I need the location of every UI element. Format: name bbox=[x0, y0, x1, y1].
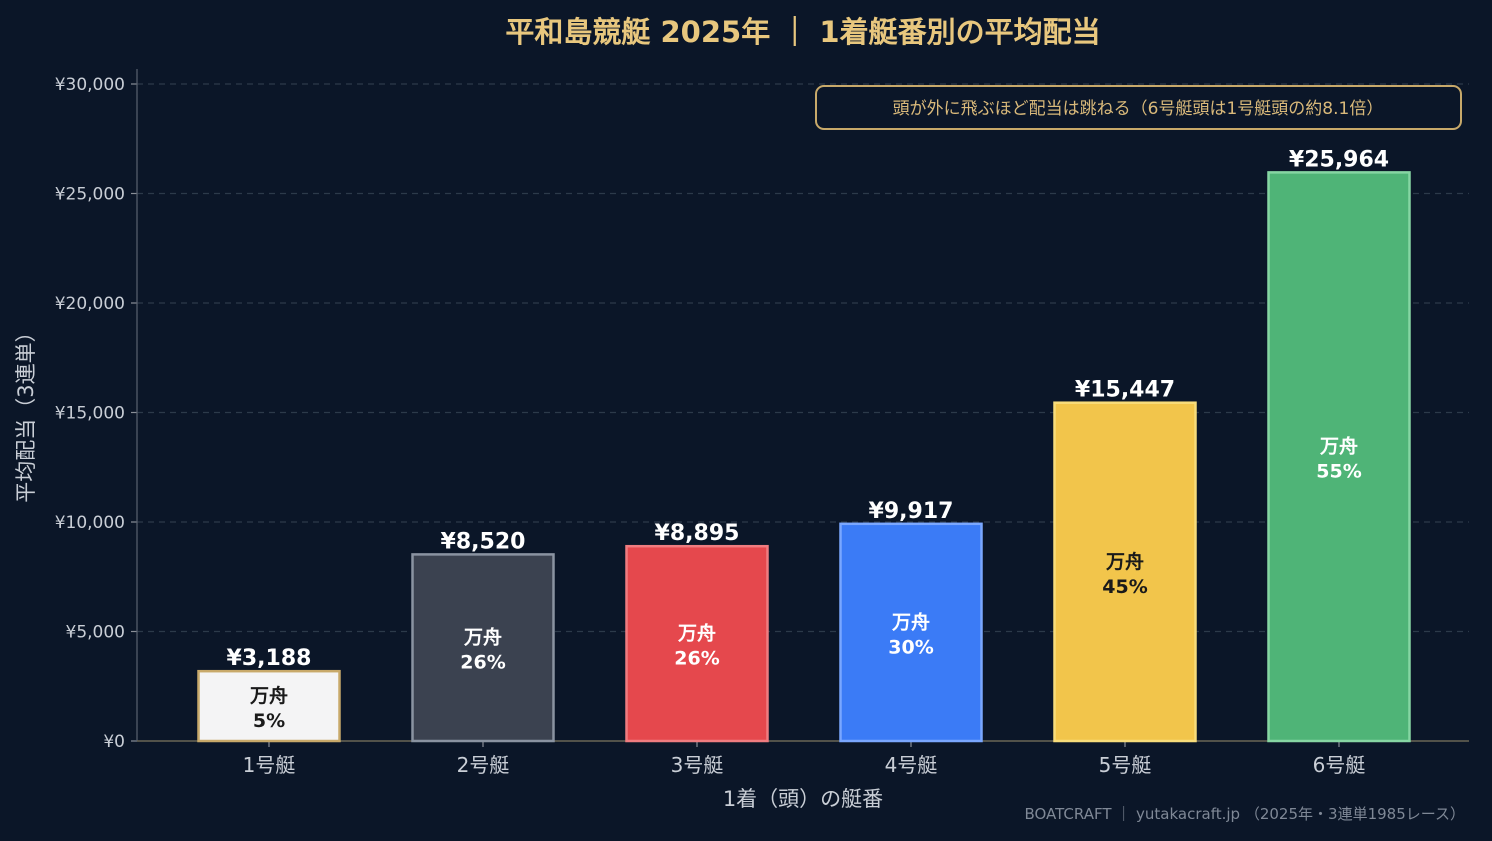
bar bbox=[411, 553, 555, 743]
bar-inner-rate: 26% bbox=[460, 652, 505, 674]
y-tick-label: ¥5,000 bbox=[66, 623, 125, 643]
bar-inner-title: 万舟 bbox=[1319, 435, 1358, 458]
bar-inner-rate: 26% bbox=[674, 648, 719, 670]
bar-inner-rate: 5% bbox=[253, 710, 285, 732]
bar bbox=[197, 669, 341, 743]
x-tick-label: 1号艇 bbox=[243, 753, 296, 777]
bar-value-label: ¥3,188 bbox=[227, 646, 312, 671]
bar-inner-title: 万舟 bbox=[463, 626, 502, 649]
y-tick-label: ¥15,000 bbox=[55, 404, 125, 424]
bar-inner-title: 万舟 bbox=[1105, 550, 1144, 573]
bar-value-label: ¥25,964 bbox=[1289, 147, 1389, 172]
bar bbox=[1053, 401, 1197, 743]
bar bbox=[839, 522, 983, 743]
bar bbox=[625, 544, 769, 743]
bar-inner-title: 万舟 bbox=[891, 610, 930, 633]
bar bbox=[1267, 171, 1411, 743]
bar-inner-rate: 30% bbox=[888, 636, 933, 658]
y-tick-label: ¥30,000 bbox=[55, 75, 125, 95]
annotation-box: 頭が外に飛ぶほど配当は跳ねる（6号艇頭は1号艇頭の約8.1倍） bbox=[815, 85, 1462, 130]
chart-title: 平和島競艇 2025年 ｜ 1着艇番別の平均配当 bbox=[505, 15, 1100, 49]
y-tick-label: ¥25,000 bbox=[55, 185, 125, 205]
x-tick-label: 6号艇 bbox=[1313, 753, 1366, 777]
annotation-frame bbox=[815, 85, 1462, 130]
y-tick-label: ¥20,000 bbox=[55, 294, 125, 314]
annotation-text: 頭が外に飛ぶほど配当は跳ねる（6号艇頭は1号艇頭の約8.1倍） bbox=[893, 99, 1384, 119]
bar-inner-rate: 55% bbox=[1316, 461, 1361, 483]
bar-inner-title: 万舟 bbox=[677, 622, 716, 645]
footer-credit: BOATCRAFT ｜ yutakacraft.jp （2025年・3連単198… bbox=[1024, 805, 1465, 823]
label-layer: ¥3,188 万舟 5% ¥8,520 万舟 26% ¥8,895 万舟 26% ¥9,917 万舟… bbox=[227, 147, 1390, 732]
x-tick-label: 2号艇 bbox=[457, 753, 510, 777]
bar-layer bbox=[197, 171, 1411, 743]
y-axis-label: 平均配当（3連単） bbox=[14, 321, 38, 502]
bar-value-label: ¥8,895 bbox=[655, 521, 740, 546]
x-tick-label: 4号艇 bbox=[885, 753, 938, 777]
bar-inner-rate: 45% bbox=[1102, 576, 1147, 598]
grid-layer bbox=[137, 83, 1469, 633]
x-tick-label: 3号艇 bbox=[671, 753, 724, 777]
y-tick-label: ¥0 bbox=[103, 732, 125, 752]
axis-layer: ¥0 ¥5,000 ¥10,000 ¥15,000 ¥20,000 ¥25,000 ¥30,… bbox=[55, 69, 1469, 777]
bar-inner-title: 万舟 bbox=[249, 684, 288, 707]
x-tick-label: 5号艇 bbox=[1099, 753, 1152, 777]
bar-value-label: ¥9,917 bbox=[869, 499, 954, 524]
x-axis-label: 1着（頭）の艇番 bbox=[723, 787, 883, 811]
bar-value-label: ¥8,520 bbox=[441, 529, 526, 554]
bar-value-label: ¥15,447 bbox=[1075, 378, 1175, 403]
y-tick-label: ¥10,000 bbox=[55, 513, 125, 533]
